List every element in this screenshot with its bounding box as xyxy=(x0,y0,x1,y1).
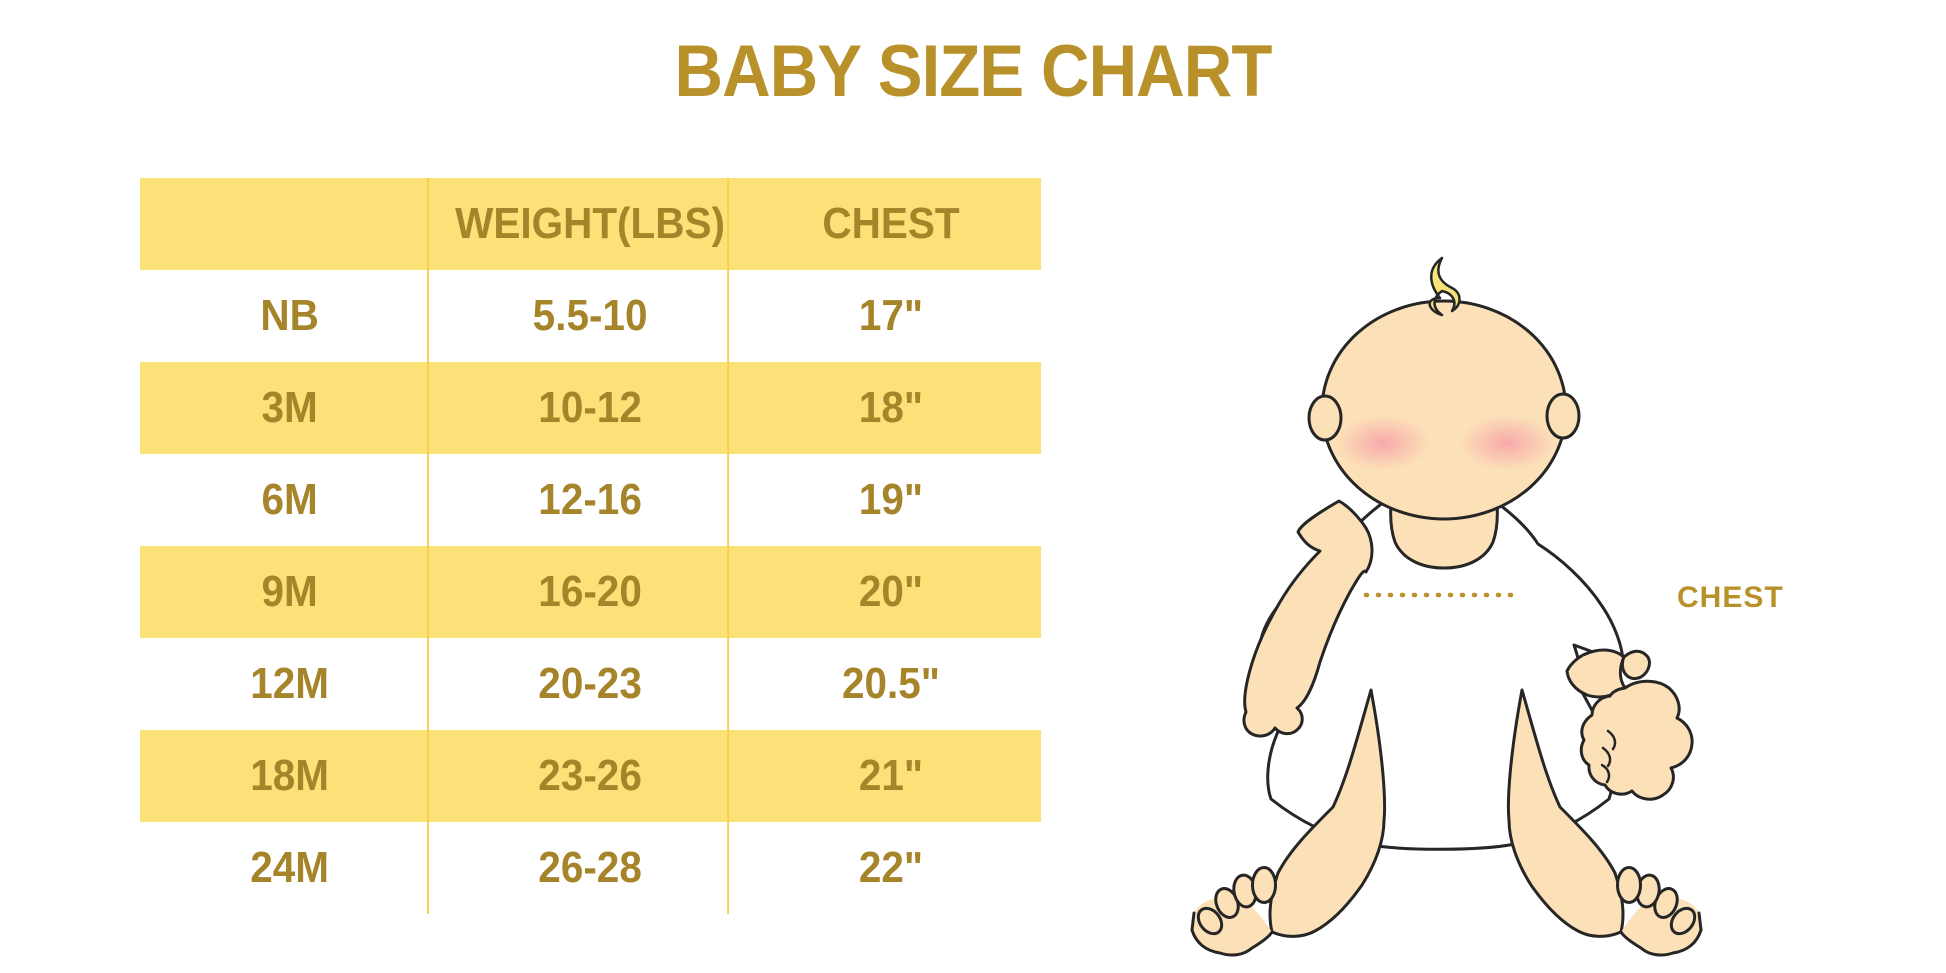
svg-text:CHEST: CHEST xyxy=(1677,581,1784,614)
